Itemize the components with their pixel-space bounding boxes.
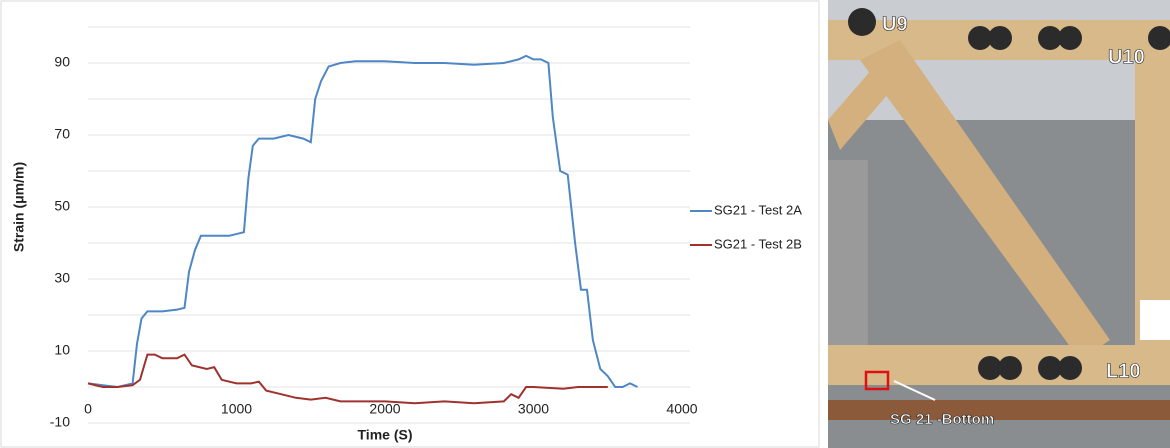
- y-tick-label: -10: [50, 414, 70, 430]
- photo-column: [828, 160, 868, 360]
- photo-label: SG 21 -Bottom: [890, 411, 994, 428]
- photo-label: U10: [1108, 46, 1145, 68]
- x-tick-label: 1000: [221, 401, 252, 417]
- photo: U9 U10 L10 SG 21 -Bottom: [828, 0, 1170, 448]
- x-tick-label: 3000: [518, 401, 549, 417]
- legend-label: SG21 - Test 2A: [714, 202, 802, 217]
- photo-label: U9: [882, 13, 908, 35]
- x-tick-label: 0: [84, 401, 92, 417]
- x-tick-label: 4000: [666, 401, 697, 417]
- x-tick-label: 2000: [369, 401, 400, 417]
- y-tick-label: 30: [54, 270, 70, 286]
- y-tick-label: 10: [54, 342, 70, 358]
- y-tick-label: 70: [54, 126, 70, 142]
- checker: [1140, 300, 1170, 340]
- y-tick-label: 50: [54, 198, 70, 214]
- x-axis-title: Time (S): [358, 427, 413, 443]
- photo-label: L10: [1106, 360, 1140, 382]
- chart-frame: [1, 1, 819, 447]
- legend-label: SG21 - Test 2B: [714, 236, 802, 251]
- y-tick-label: 90: [54, 54, 70, 70]
- y-axis-title: Strain (μm/m): [11, 162, 27, 252]
- page: Time (S) Strain (μm/m) -10 10 30 50 70 90 0 100…: [0, 0, 1170, 448]
- photo-table: [828, 400, 1170, 420]
